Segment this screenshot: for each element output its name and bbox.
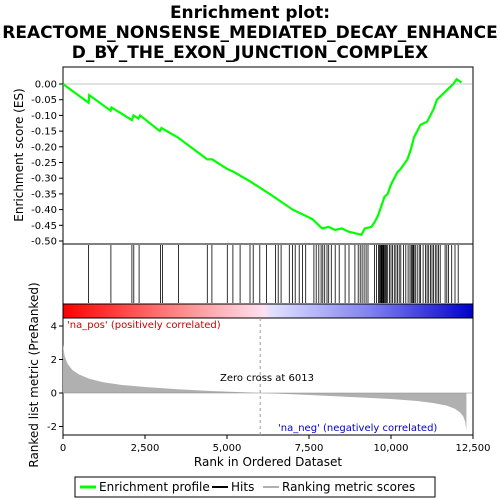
metric-panel-frame xyxy=(62,317,474,436)
metric-y-tick-label: -2 xyxy=(47,422,57,433)
x-tick-label: 0 xyxy=(60,443,66,454)
es-y-tick-label: -0.30 xyxy=(31,174,57,185)
legend-box xyxy=(74,476,436,498)
es-y-tick-label: -0.10 xyxy=(31,111,57,122)
legend-label-enrichment: Enrichment profile xyxy=(99,480,210,494)
metric-y-tick-label: 4 xyxy=(51,322,57,333)
metric-y-axis-label: Ranked list metric (PreRanked) xyxy=(27,282,41,467)
axes-layer: 0.00 -0.05 -0.10 -0.15 -0.20 -0.25 -0.30 -0.35 -… xyxy=(31,80,490,455)
metric-layer xyxy=(63,318,473,435)
x-axis-label: Rank in Ordered Dataset xyxy=(194,455,342,469)
metric-y-tick-label: 2 xyxy=(51,355,57,366)
metric-area xyxy=(63,344,467,430)
es-y-tick-label: -0.50 xyxy=(31,237,57,248)
x-tick-label: 7,500 xyxy=(295,443,324,454)
es-y-tick-label: 0.00 xyxy=(35,80,57,91)
metric-y-tick-label: 0 xyxy=(51,389,57,400)
es-y-tick-label: -0.15 xyxy=(31,127,57,138)
hits-panel-frame xyxy=(62,243,474,305)
neg-correlation-label: 'na_neg' (negatively correlated) xyxy=(278,423,437,434)
legend-label-metric: Ranking metric scores xyxy=(282,480,415,494)
hits-layer xyxy=(88,245,459,303)
zero-cross-label: Zero cross at 6013 xyxy=(220,373,314,384)
rank-colorbar xyxy=(62,303,474,319)
enrichment-profile-line xyxy=(62,77,463,236)
x-tick-label: 12,500 xyxy=(456,443,491,454)
es-y-tick-label: -0.20 xyxy=(31,142,57,153)
es-layer xyxy=(62,77,473,236)
es-y-tick-label: -0.45 xyxy=(31,221,57,232)
legend-label-hits: Hits xyxy=(231,480,254,494)
es-panel-frame xyxy=(62,66,474,245)
es-y-tick-label: -0.25 xyxy=(31,158,57,169)
es-y-tick-label: -0.40 xyxy=(31,205,57,216)
chart-title-line-1: Enrichment plot: xyxy=(170,3,330,23)
chart-title-line-3: D_BY_THE_EXON_JUNCTION_COMPLEX xyxy=(72,43,428,63)
x-tick-label: 10,000 xyxy=(374,443,409,454)
x-tick-label: 2,500 xyxy=(131,443,160,454)
pos-correlation-label: 'na_pos' (positively correlated) xyxy=(67,320,221,331)
es-y-axis-label: Enrichment score (ES) xyxy=(12,88,26,221)
es-y-tick-label: -0.05 xyxy=(31,95,57,106)
x-tick-label: 5,000 xyxy=(213,443,242,454)
chart-title-line-2: REACTOME_NONSENSE_MEDIATED_DECAY_ENHANCE xyxy=(2,23,497,43)
es-y-tick-label: -0.35 xyxy=(31,189,57,200)
